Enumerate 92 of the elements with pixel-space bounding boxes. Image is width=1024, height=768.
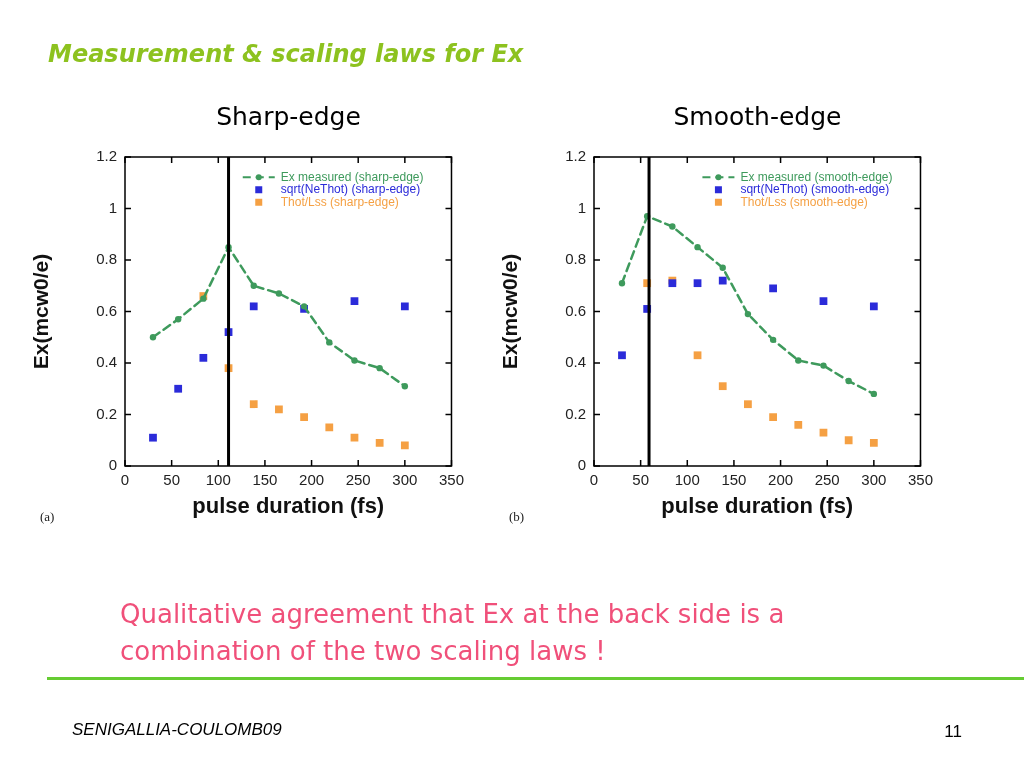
point: [719, 264, 726, 271]
x-tick-label: 0: [120, 471, 130, 489]
x-tick-label: 300: [392, 471, 418, 489]
point: [693, 351, 702, 360]
point: [300, 413, 308, 421]
point: [199, 353, 208, 362]
chart-title: Smooth-edge: [672, 102, 843, 132]
y-axis-title: Ex(mcw0/e): [498, 253, 522, 370]
y-tick-label: 0.8: [96, 250, 117, 268]
point: [275, 290, 283, 297]
point: [694, 243, 701, 251]
point: [350, 297, 359, 306]
point: [869, 438, 878, 447]
legend-label: Ex measured (smooth-edge): [740, 169, 893, 184]
point: [870, 390, 878, 398]
point: [149, 433, 157, 442]
text: (a): [40, 509, 55, 524]
y-tick-label: 0: [577, 456, 586, 474]
text: Qualitative agreement that Ex at the back side is a combination of the two scaling laws !: [120, 598, 786, 668]
x-axis-title: pulse duration (fs): [192, 492, 385, 518]
point: [249, 302, 258, 311]
point: [819, 297, 828, 306]
y-tick-label: 0.4: [96, 353, 117, 371]
point: [795, 357, 802, 364]
point: [350, 433, 359, 442]
x-tick-label: 100: [205, 471, 231, 489]
point: [794, 420, 803, 429]
y-tick-label: 0.4: [565, 353, 586, 371]
x-tick-label: 150: [252, 471, 278, 489]
x-tick-label: 0: [589, 471, 599, 489]
y-tick-label: 0.6: [96, 301, 117, 319]
legend-label: sqrt(NeThot) (smooth-edge): [740, 182, 890, 197]
point: [618, 279, 626, 287]
x-tick-label: 350: [438, 471, 464, 489]
y-tick-label: 1: [577, 198, 586, 216]
point: [769, 284, 777, 293]
point: [693, 279, 702, 288]
point: [174, 384, 183, 393]
point: [769, 413, 777, 421]
point: [249, 400, 258, 409]
text: 11: [944, 722, 962, 742]
point: [275, 405, 283, 414]
x-tick-label: 50: [163, 471, 180, 489]
point: [820, 362, 827, 369]
y-tick-label: 1.2: [565, 147, 586, 165]
point: [769, 336, 777, 344]
y-tick-label: 0.6: [565, 301, 586, 319]
legend-label: Thot/Lss (sharp-edge): [280, 194, 399, 209]
x-tick-label: 150: [721, 471, 747, 489]
point: [351, 357, 358, 364]
point: [375, 438, 384, 447]
legend-label: Thot/Lss (smooth-edge): [740, 194, 868, 209]
y-tick-label: 1: [108, 198, 117, 216]
y-tick-label: 0: [108, 456, 117, 474]
chart-title: Sharp-edge: [215, 102, 362, 132]
y-tick-label: 0.8: [565, 250, 586, 268]
y-tick-label: 1.2: [96, 147, 117, 165]
x-tick-label: 50: [632, 471, 649, 489]
y-tick-label: 0.2: [96, 404, 117, 422]
point: [844, 436, 853, 445]
point: [845, 377, 852, 385]
x-tick-label: 300: [861, 471, 887, 489]
y-tick-label: 0.2: [565, 404, 586, 422]
point: [174, 316, 182, 323]
point: [618, 351, 626, 360]
point: [400, 441, 409, 450]
x-tick-label: 100: [674, 471, 700, 489]
text: (b): [509, 509, 525, 524]
point: [149, 334, 157, 341]
y-axis-title: Ex(mcw0/e): [29, 253, 53, 370]
point: [400, 302, 409, 311]
legend-label: Ex measured (sharp-edge): [280, 169, 424, 184]
point: [376, 364, 383, 372]
x-tick-label: 250: [814, 471, 840, 489]
legend-label: sqrt(NeThot) (sharp-edge): [280, 182, 421, 197]
x-axis-title: pulse duration (fs): [661, 492, 854, 518]
point: [744, 400, 752, 409]
point: [326, 339, 333, 346]
point: [718, 382, 727, 391]
text: Measurement & scaling laws for Ex: [48, 40, 524, 68]
point: [669, 223, 676, 230]
point: [250, 282, 257, 289]
x-tick-label: 250: [345, 471, 371, 489]
x-tick-label: 200: [299, 471, 325, 489]
point: [401, 382, 409, 390]
point: [744, 310, 752, 318]
x-tick-label: 200: [768, 471, 794, 489]
point: [718, 276, 727, 285]
text: SENIGALLIA-COULOMB09: [72, 720, 282, 740]
point: [325, 423, 334, 432]
x-tick-label: 350: [907, 471, 933, 489]
point: [869, 302, 878, 311]
